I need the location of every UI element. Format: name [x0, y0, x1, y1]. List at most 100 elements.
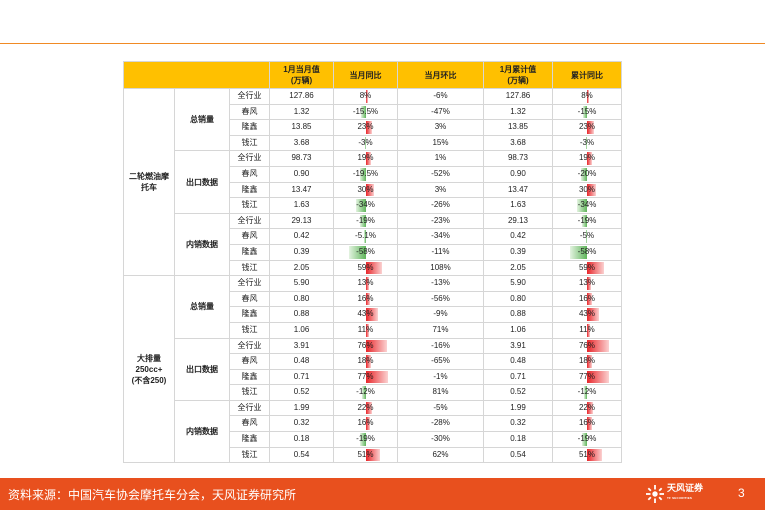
- month-mom-cell: 71%: [397, 321, 484, 339]
- company-cell: 全行业: [229, 399, 270, 417]
- company-cell: 钱江: [229, 197, 270, 214]
- month-mom-cell: 3%: [397, 119, 484, 136]
- percent-value: 23%: [357, 122, 374, 132]
- percent-value: 22%: [357, 402, 374, 412]
- month-value-cell: 1.99: [269, 399, 334, 417]
- company-cell: 钱江: [229, 384, 270, 401]
- percent-value: 77%: [578, 371, 595, 381]
- cum-value-cell: 3.91: [483, 337, 553, 355]
- category-cell: 大排量 250cc+ (不含250): [123, 275, 175, 464]
- percent-value: 19%: [357, 153, 374, 163]
- company-cell: 全行业: [229, 212, 270, 230]
- month-value-cell: 1.63: [269, 197, 334, 214]
- negative-data-bar: [361, 105, 366, 119]
- month-yoy-cell: -19%: [333, 212, 398, 230]
- month-yoy-cell: 51%: [333, 446, 398, 464]
- cum-yoy-cell: -3%: [552, 134, 622, 152]
- month-value-cell: 0.54: [269, 446, 334, 464]
- percent-value: -5%: [579, 231, 595, 241]
- category-label: 二轮燃油摩 托车: [129, 172, 169, 193]
- cum-yoy-cell: -34%: [552, 197, 622, 214]
- percent-value: -19%: [577, 434, 597, 444]
- cum-value-cell: 3.68: [483, 134, 553, 152]
- month-yoy-cell: 76%: [333, 337, 398, 355]
- percent-value: 8%: [359, 91, 372, 100]
- month-yoy-cell: 19%: [333, 150, 398, 167]
- cum-yoy-cell: 16%: [552, 415, 622, 433]
- header-cum-value-text: 1月累计值 (万辆): [499, 65, 537, 85]
- table-row: 隆鑫 0.71 77% -1% 0.71 77%: [124, 368, 622, 386]
- month-yoy-cell: 22%: [333, 399, 398, 417]
- company-cell: 隆鑫: [229, 368, 270, 386]
- cum-value-cell: 0.18: [483, 431, 553, 448]
- logo-subtitle: TF SECURITIES: [667, 496, 693, 500]
- month-value-cell: 0.42: [269, 228, 334, 245]
- cum-yoy-cell: 30%: [552, 181, 622, 199]
- negative-data-bar: [364, 136, 366, 150]
- month-yoy-cell: 23%: [333, 119, 398, 136]
- table-row: 隆鑫 0.88 43% -9% 0.88 43%: [124, 306, 622, 323]
- header-month-value: 1月当月值 (万辆): [269, 61, 334, 89]
- percent-value: -19%: [356, 215, 375, 225]
- positive-data-bar: [365, 183, 375, 197]
- month-mom-cell: -9%: [397, 306, 484, 323]
- positive-data-bar: [365, 417, 371, 431]
- table-row: 春风 0.42 -5.1% -34% 0.42 -5%: [124, 228, 622, 245]
- company-cell: 春风: [229, 165, 270, 183]
- header-month-yoy: 当月同比: [333, 61, 398, 89]
- month-value-cell: 13.47: [269, 181, 334, 199]
- month-yoy-cell: -5.1%: [333, 228, 398, 245]
- footer-bar: 资料来源：中国汽车协会摩托车分会，天风证券研究所 天风证券 TF SECURIT…: [0, 478, 765, 510]
- positive-data-bar: [365, 292, 371, 306]
- month-value-cell: 0.80: [269, 290, 334, 308]
- month-yoy-cell: -19.5%: [333, 165, 398, 183]
- company-cell: 隆鑫: [229, 431, 270, 448]
- cum-yoy-cell: 23%: [552, 119, 622, 136]
- table-row: 内销数据 全行业 29.13 -19% -23% 29.13 -19%: [124, 212, 622, 277]
- positive-data-bar: [587, 448, 602, 462]
- table-row: 钱江 0.54 51% 62% 0.54 51%: [124, 446, 622, 464]
- percent-value: 16%: [578, 293, 595, 303]
- page-number: 3: [738, 486, 745, 500]
- cum-yoy-cell: 59%: [552, 259, 622, 277]
- company-cell: 钱江: [229, 321, 270, 339]
- positive-data-bar: [365, 121, 373, 134]
- header-blank-cell: [123, 61, 270, 89]
- month-value-cell: 0.71: [269, 368, 334, 386]
- negative-data-bar: [586, 136, 587, 150]
- cum-value-cell: 0.52: [483, 384, 553, 401]
- cum-yoy-cell: -20%: [552, 165, 622, 183]
- positive-data-bar: [587, 339, 609, 353]
- cum-value-cell: 13.47: [483, 181, 553, 199]
- month-value-cell: 3.68: [269, 134, 334, 152]
- negative-data-bar: [364, 230, 366, 243]
- month-yoy-cell: -34%: [333, 197, 398, 214]
- month-yoy-cell: 8%: [333, 88, 398, 105]
- month-value-cell: 13.85: [269, 119, 334, 136]
- negative-data-bar: [577, 199, 587, 212]
- header-cum-value: 1月累计值 (万辆): [483, 61, 553, 89]
- month-value-cell: 5.90: [269, 275, 334, 292]
- percent-value: 11%: [357, 324, 374, 334]
- positive-data-bar: [587, 355, 593, 368]
- cum-yoy-cell: -19%: [552, 431, 622, 448]
- subgroup-cell: 出口数据: [174, 337, 230, 401]
- table-row: 隆鑫 13.85 23% 3% 13.85 23%: [124, 119, 622, 136]
- positive-data-bar: [587, 277, 591, 290]
- negative-data-bar: [359, 167, 366, 181]
- positive-data-bar: [365, 448, 381, 462]
- negative-data-bar: [355, 199, 366, 212]
- company-cell: 全行业: [229, 337, 270, 355]
- cum-yoy-cell: 11%: [552, 321, 622, 339]
- month-mom-cell: 3%: [397, 181, 484, 199]
- month-yoy-cell: -15.5%: [333, 103, 398, 121]
- table-row: 隆鑫 13.47 30% 3% 13.47 30%: [124, 181, 622, 199]
- percent-value: 51%: [578, 449, 595, 459]
- percent-value: 13%: [578, 278, 595, 288]
- month-value-cell: 3.91: [269, 337, 334, 355]
- cum-value-cell: 1.06: [483, 321, 553, 339]
- percent-value: 51%: [357, 449, 374, 459]
- positive-data-bar: [365, 355, 371, 368]
- month-mom-cell: -11%: [397, 243, 484, 261]
- positive-data-bar: [587, 261, 604, 275]
